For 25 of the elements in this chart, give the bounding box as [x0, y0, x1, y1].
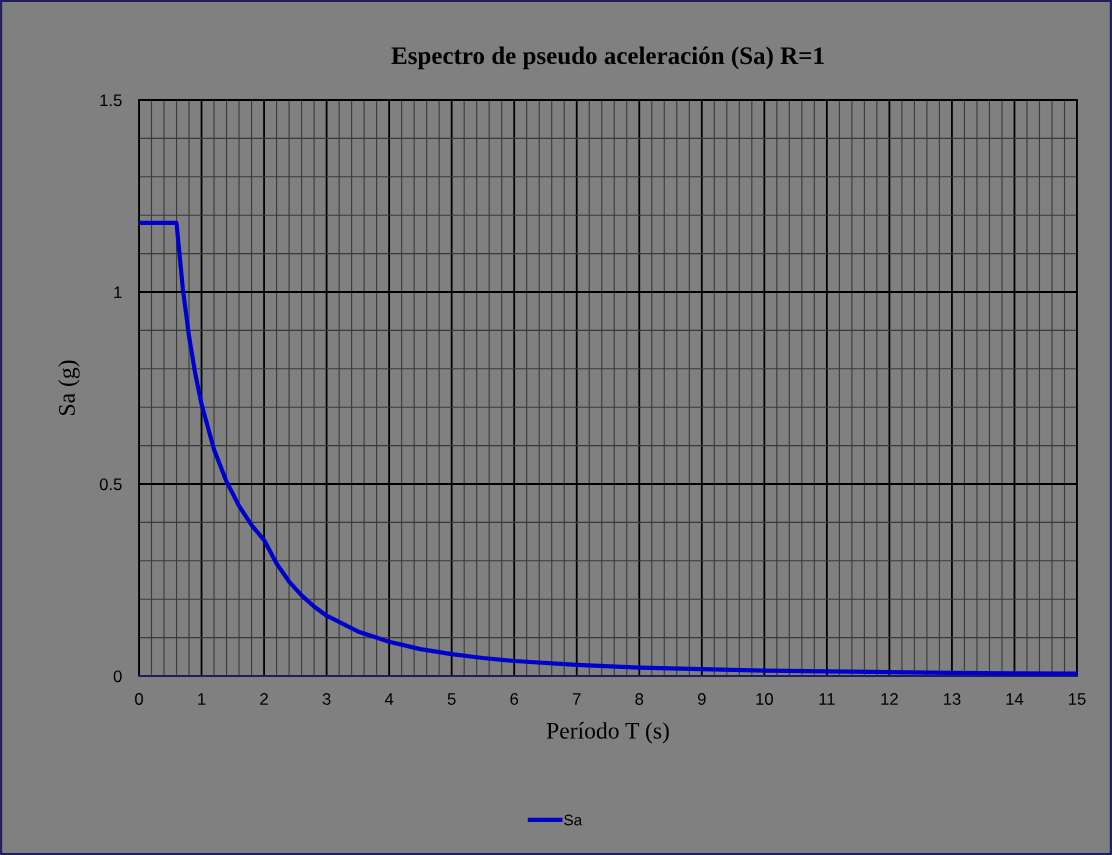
x-tick-label: 12 [881, 693, 898, 705]
y-tick-label: 0 [113, 670, 122, 683]
x-tick-label: 4 [384, 693, 394, 705]
x-tick-label: 9 [697, 693, 706, 705]
x-tick-label: 1 [198, 693, 206, 705]
x-tick-label: 10 [756, 693, 773, 705]
legend-label: Sa [564, 814, 583, 826]
x-tick-label: 15 [1069, 693, 1086, 705]
y-axis-title: Sa (g) [58, 360, 80, 415]
x-tick-label: 2 [260, 693, 268, 705]
x-tick-label: 8 [635, 693, 644, 705]
x-tick-label: 7 [572, 693, 581, 705]
y-tick-label: 1.5 [100, 94, 122, 107]
y-tick-label: 1 [114, 286, 122, 299]
x-tick-label: 5 [447, 693, 456, 705]
x-tick-label: 6 [510, 693, 519, 705]
x-axis-title: Período T (s) [546, 722, 669, 744]
y-tick-label: 0.5 [99, 478, 122, 491]
x-tick-label: 3 [322, 693, 331, 705]
chart-title: Espectro de pseudo aceleración (Sa) R=1 [391, 46, 824, 70]
x-tick-label: 13 [943, 693, 961, 705]
line-series [139, 220, 1077, 676]
x-tick-label: 14 [1006, 693, 1024, 705]
x-tick-label: 11 [819, 693, 835, 705]
x-tick-label: 0 [135, 693, 143, 705]
